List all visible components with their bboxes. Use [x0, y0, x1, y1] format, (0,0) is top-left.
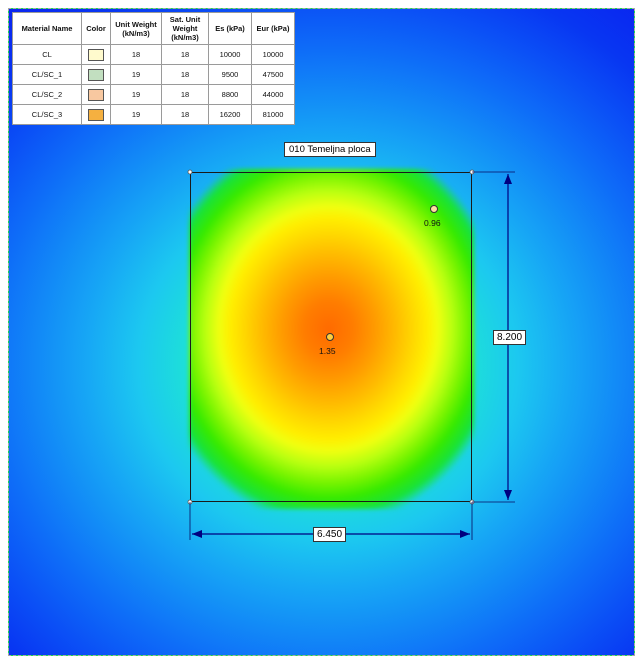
query-point-value: 1.35 [319, 346, 336, 356]
width-dimension-label[interactable]: 6.450 [313, 527, 347, 542]
height-dimension-label[interactable]: 8.200 [493, 330, 527, 345]
footing-outline[interactable] [190, 172, 472, 502]
query-point-value: 0.96 [424, 218, 441, 228]
cell-material-name: CL/SC_3 [12, 104, 82, 125]
footing-label[interactable]: 010 Temeljna ploca [284, 142, 376, 157]
contour-viewport[interactable] [8, 8, 635, 656]
material-table: Material Name Color Unit Weight (kN/m3) … [12, 12, 295, 125]
table-row: CL/SC_3 19 18 16200 81000 [12, 104, 295, 125]
query-point-marker[interactable] [326, 333, 334, 341]
header-es: Es (kPa) [208, 12, 252, 45]
color-swatch [88, 108, 104, 121]
header-sat-weight: Sat. Unit Weight (kN/m3) [161, 12, 209, 45]
table-row: CL/SC_1 19 18 9500 47500 [12, 64, 295, 85]
header-material-name: Material Name [12, 12, 82, 45]
color-swatch [88, 68, 104, 81]
cell-color [81, 104, 111, 125]
color-swatch [88, 48, 104, 61]
color-swatch [88, 88, 104, 101]
arrow-left-icon [192, 530, 202, 538]
table-row: CL 18 18 10000 10000 [12, 44, 295, 65]
cell-eur: 81000 [251, 104, 295, 125]
corner-marker [187, 169, 193, 175]
query-point-marker[interactable] [430, 205, 438, 213]
arrow-down-icon [504, 490, 512, 500]
table-header-row: Material Name Color Unit Weight (kN/m3) … [12, 12, 295, 45]
header-eur: Eur (kPa) [251, 12, 295, 45]
arrow-up-icon [504, 174, 512, 184]
arrow-right-icon [460, 530, 470, 538]
